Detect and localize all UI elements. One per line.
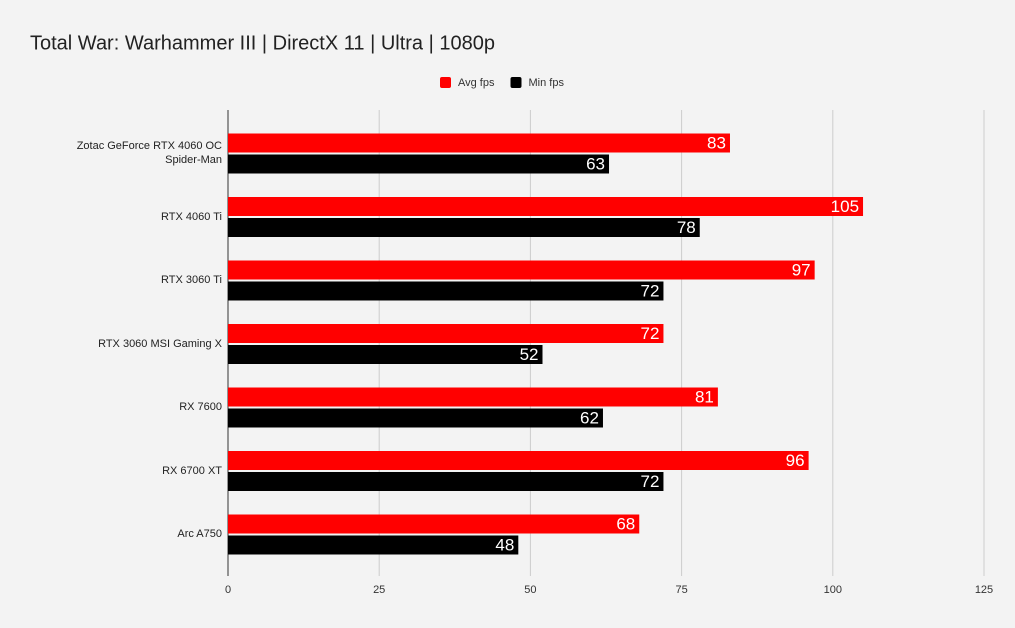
y-tick-label: RTX 3060 Ti <box>161 274 222 286</box>
value-label: 96 <box>786 451 805 470</box>
bar <box>228 197 864 216</box>
x-tick-label: 25 <box>373 584 385 596</box>
value-label: 81 <box>695 387 714 406</box>
x-tick-label: 75 <box>675 584 687 596</box>
y-tick-label: RTX 4060 Ti <box>161 210 222 223</box>
value-label: 78 <box>677 218 696 237</box>
y-tick-label: RTX 3060 MSI Gaming X <box>98 337 222 350</box>
bar <box>228 535 519 555</box>
value-label: 63 <box>586 154 605 173</box>
value-label: 72 <box>641 324 660 343</box>
y-tick-label: RX 6700 XT <box>162 464 222 477</box>
bar <box>228 218 700 237</box>
value-label: 72 <box>641 472 660 491</box>
x-tick-label: 100 <box>824 584 842 596</box>
bar <box>228 324 664 343</box>
x-tick-label: 50 <box>524 584 536 596</box>
bar <box>228 281 664 301</box>
bar <box>228 387 718 407</box>
value-label: 62 <box>580 408 599 427</box>
bar <box>228 154 610 174</box>
legend-label: Min fps <box>529 77 565 89</box>
bar <box>228 451 809 470</box>
bar <box>228 514 640 534</box>
value-label: 52 <box>520 345 539 364</box>
value-label: 68 <box>616 514 635 533</box>
bar <box>228 260 815 280</box>
x-tick-label: 125 <box>975 584 993 596</box>
bar <box>228 408 603 428</box>
bar <box>228 472 664 491</box>
y-tick-label: RX 7600 <box>179 401 222 413</box>
chart-title: Total War: Warhammer III | DirectX 11 | … <box>30 32 495 54</box>
y-tick-label: Zotac GeForce RTX 4060 OC Spider-Man <box>76 140 222 166</box>
x-tick-label: 0 <box>225 584 231 596</box>
value-label: 97 <box>792 260 811 279</box>
value-label: 72 <box>641 281 660 300</box>
bar <box>228 345 543 364</box>
value-label: 48 <box>495 535 514 554</box>
legend-swatch <box>510 77 522 88</box>
legend-label: Avg fps <box>458 77 495 89</box>
value-label: 105 <box>831 197 859 216</box>
bar <box>228 133 730 153</box>
legend-swatch <box>440 77 451 88</box>
y-tick-label: Arc A750 <box>177 528 222 540</box>
value-label: 83 <box>707 133 726 152</box>
